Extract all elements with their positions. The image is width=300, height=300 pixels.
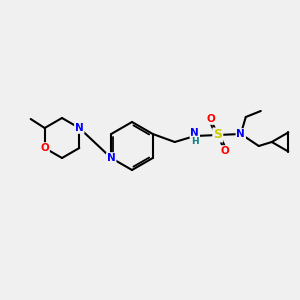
Text: S: S xyxy=(213,128,222,142)
Text: N: N xyxy=(107,153,116,163)
Text: O: O xyxy=(40,143,49,153)
Text: H: H xyxy=(191,136,199,146)
Text: O: O xyxy=(220,146,229,156)
Text: N: N xyxy=(190,128,199,138)
Text: O: O xyxy=(206,114,215,124)
Text: N: N xyxy=(75,123,84,133)
Text: N: N xyxy=(236,129,245,139)
